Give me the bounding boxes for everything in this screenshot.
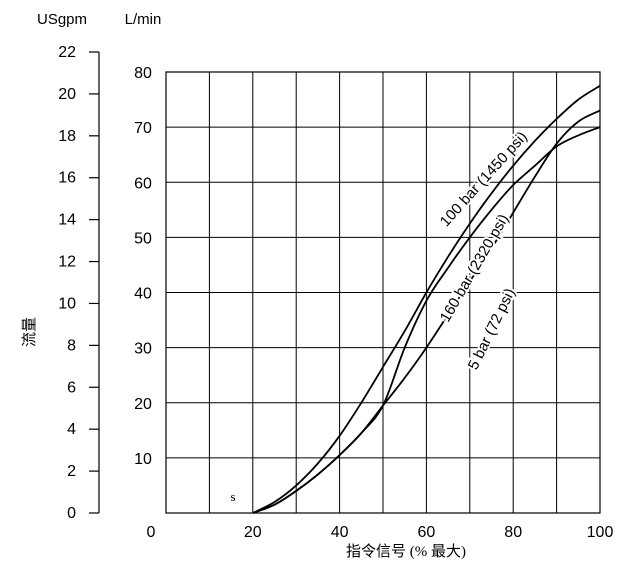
series-label: 5 bar (72 psi) [465, 286, 519, 373]
series-label: 100 bar (1450 psi) [437, 128, 531, 230]
axis-ticks: 0 20 40 60 80 100 10 20 30 40 50 60 70 80 0 2 4 6 8 10 12 14 1… [58, 44, 613, 541]
y2-tick-label: 4 [67, 421, 76, 438]
series-line [252, 85, 601, 514]
y-tick-label: 60 [134, 175, 152, 192]
y2-tick-label: 12 [58, 254, 76, 271]
y2-tick-label: 22 [58, 44, 76, 61]
y-tick-label: 20 [134, 396, 152, 413]
y-axis-title: 流量 [21, 317, 38, 347]
y-tick-label: 50 [134, 230, 152, 247]
y-tick-label: 40 [134, 286, 152, 303]
series-labels: 100 bar (1450 psi)160 bar (2320 psi)5 ba… [435, 126, 533, 374]
x-tick-label: 60 [418, 524, 436, 541]
y-tick-label: 70 [134, 120, 152, 137]
series-line [252, 109, 601, 514]
y2-tick-label: 0 [67, 505, 76, 522]
y-tick-label: 80 [134, 65, 152, 82]
secondary-y-unit-label: USgpm [37, 11, 87, 28]
x-tick-label: 0 [147, 524, 156, 541]
y2-tick-label: 6 [67, 379, 76, 396]
y2-tick-label: 16 [58, 170, 76, 187]
y2-tick-label: 20 [58, 86, 76, 103]
x-tick-label: 100 [587, 524, 614, 541]
y-tick-label: 10 [134, 451, 152, 468]
x-tick-label: 40 [331, 524, 349, 541]
y-tick-label: 30 [134, 341, 152, 358]
y2-tick-label: 18 [58, 128, 76, 145]
primary-y-unit-label: L/min [125, 11, 162, 28]
x-tick-label: 20 [244, 524, 262, 541]
x-tick-label: 80 [504, 524, 522, 541]
x-axis-title: 指令信号 (% 最大) [346, 543, 466, 560]
annotation-s: s [230, 489, 235, 504]
grid [166, 72, 600, 513]
y2-tick-label: 2 [67, 463, 76, 480]
y2-tick-label: 10 [58, 295, 76, 312]
series-lines [252, 85, 601, 514]
y2-tick-label: 8 [67, 337, 76, 354]
plot-area-frame [165, 71, 601, 514]
y2-tick-label: 14 [58, 212, 76, 229]
